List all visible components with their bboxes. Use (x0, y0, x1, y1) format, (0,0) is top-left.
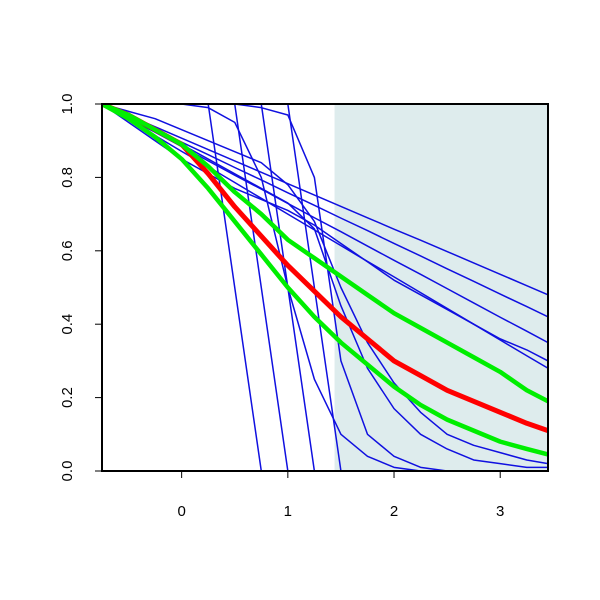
series-line (102, 104, 548, 457)
shaded-region (334, 104, 548, 471)
plot-frame (101, 103, 549, 472)
y-tick-label: 0.2 (59, 387, 76, 408)
series-line (102, 104, 548, 465)
x-tick-label: 3 (496, 503, 504, 520)
plot-area (102, 104, 548, 471)
x-tick-label: 0 (177, 503, 185, 520)
x-tick-label: 1 (284, 503, 292, 520)
y-tick-label: 0.8 (59, 167, 76, 188)
x-tick-label: 2 (390, 503, 398, 520)
y-tick-label: 0.0 (59, 461, 76, 482)
series-line (102, 104, 548, 471)
y-tick-label: 0.6 (59, 240, 76, 261)
y-tick-label: 0.4 (59, 314, 76, 335)
series-line (102, 104, 548, 471)
series-line (102, 104, 548, 404)
series-line (102, 104, 548, 296)
y-tick-label: 1.0 (59, 94, 76, 115)
